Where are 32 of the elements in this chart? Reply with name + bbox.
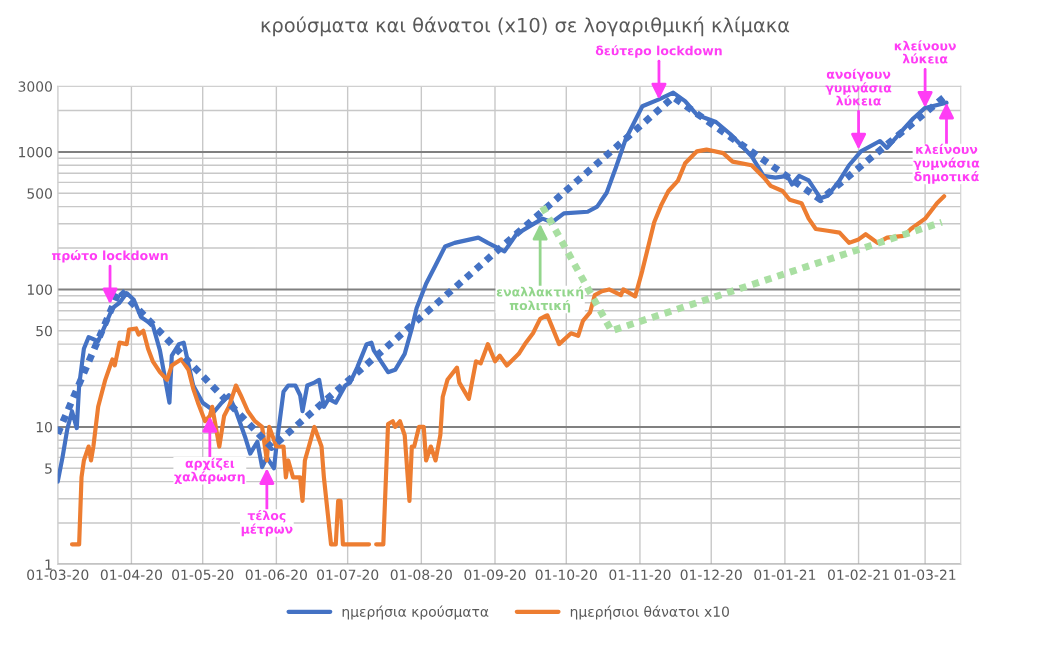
y-tick-label: 50 [36,325,52,337]
annotation: πρώτο lockdown [51,249,168,263]
x-tick-label: 01-12-20 [680,569,742,581]
x-tick-label: 01-05-20 [172,569,234,581]
y-tick-label: 500 [27,188,52,199]
x-tick-label: 01-10-20 [535,569,597,581]
x-tick-label: 01-03-21 [894,569,956,581]
x-tick-label: 01-07-20 [317,569,379,581]
chart-title: κρούσματα και θάνατοι (x10) σε λογαριθμική κλίμακα [261,16,790,37]
y-tick-label: 1 [45,559,52,570]
x-tick-label: 01-04-20 [100,569,163,581]
x-tick-label: 01-03-20 [27,569,89,581]
y-tick-label: 1000 [19,146,52,158]
x-tick-label: 01-06-20 [245,569,307,581]
legend-label: ημερήσια κρούσματα [342,605,489,620]
annotation: κλείνουν γυμνάσια δημοτικά [913,143,980,184]
annotation: αρχίζει χαλάρωση [174,457,245,484]
y-tick-label: 3000 [18,81,52,92]
annotation: δεύτερο lockdown [595,45,722,58]
x-tick-label: 01-09-20 [464,569,526,581]
x-tick-label: 01-02-21 [827,569,889,581]
annotation: τέλος μέτρων [241,509,293,537]
annotation: εναλλακτική πολιτική [496,286,584,313]
annotation: κλείνουν λύκεια [894,40,956,64]
annotation: ανοίγουν γυμνάσια λύκεια [825,68,892,106]
x-tick-label: 01-08-20 [390,569,452,581]
x-tick-label: 01-11-20 [609,569,671,581]
y-tick-label: 100 [27,284,52,295]
legend-label: ημερήσιοι θάνατοι x10 [570,605,729,620]
y-tick-label: 10 [36,421,52,433]
y-tick-label: 5 [45,463,52,474]
x-tick-label: 01-01-21 [754,569,816,581]
